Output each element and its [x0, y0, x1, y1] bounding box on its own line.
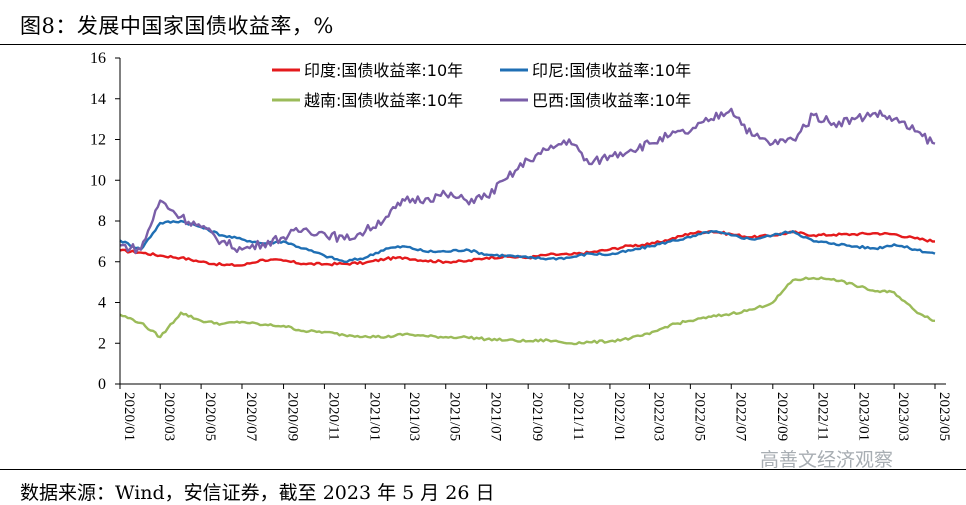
figure-title: 图8：发展中国家国债收益率，%: [20, 14, 334, 38]
legend-label-1: 印尼:国债收益率:10年: [532, 61, 691, 80]
legend-label-0: 印度:国债收益率:10年: [304, 61, 463, 80]
top-rule: [0, 44, 966, 45]
x-tick-label: 2023/01: [856, 392, 872, 441]
y-tick-label: 8: [98, 213, 106, 230]
legend-label-2: 越南:国债收益率:10年: [304, 91, 463, 110]
series-line-3: [119, 107, 936, 255]
x-tick-label: 2023/05: [936, 392, 952, 441]
x-tick-label: 2022/11: [815, 392, 831, 441]
x-tick-label: 2021/07: [488, 392, 504, 442]
series-layer: [119, 107, 936, 346]
x-tick-label: 2020/07: [243, 392, 259, 442]
x-tick-label: 2020/03: [161, 392, 177, 441]
x-tick-label: 2022/07: [732, 392, 748, 442]
x-tick-label: 2023/03: [895, 392, 911, 441]
x-axis: 2020/01 2020/03 2020/05 2020/07 2020/09 2020/…: [119, 384, 952, 442]
bottom-rule: [0, 469, 966, 470]
y-tick-label: 12: [90, 132, 106, 149]
x-tick-label: 2021/09: [529, 392, 545, 441]
y-tick-label: 2: [98, 335, 106, 352]
x-tick-label: 2020/01: [121, 392, 137, 441]
y-tick-label: 4: [98, 295, 106, 312]
watermark-text: 高善文经济观察: [760, 449, 894, 471]
y-tick-label: 14: [90, 91, 106, 108]
x-tick-label: 2020/11: [325, 392, 341, 441]
x-tick-label: 2021/05: [447, 392, 463, 441]
y-tick-label: 16: [90, 50, 106, 67]
x-tick-label: 2022/05: [691, 392, 707, 441]
x-tick-label: 2021/11: [570, 392, 586, 441]
x-tick-label: 2021/03: [406, 392, 422, 441]
x-tick-label: 2020/05: [202, 392, 218, 441]
x-tick-label: 2020/09: [285, 392, 301, 441]
series-line-1: [119, 219, 936, 263]
y-tick-label: 6: [98, 254, 106, 271]
source-note: 数据来源：Wind，安信证券，截至 2023 年 5 月 26 日: [20, 482, 495, 504]
legend-label-3: 巴西:国债收益率:10年: [532, 91, 691, 110]
x-tick-label: 2021/01: [366, 392, 382, 441]
x-tick-label: 2022/01: [611, 392, 627, 441]
y-tick-label: 10: [90, 172, 106, 189]
y-axis: 0 2 4 6 8 10 12 14 16: [90, 50, 120, 393]
series-line-2: [119, 276, 936, 346]
x-tick-label: 2022/03: [650, 392, 666, 441]
x-tick-label: 2022/09: [774, 392, 790, 441]
y-tick-label: 0: [98, 376, 106, 393]
